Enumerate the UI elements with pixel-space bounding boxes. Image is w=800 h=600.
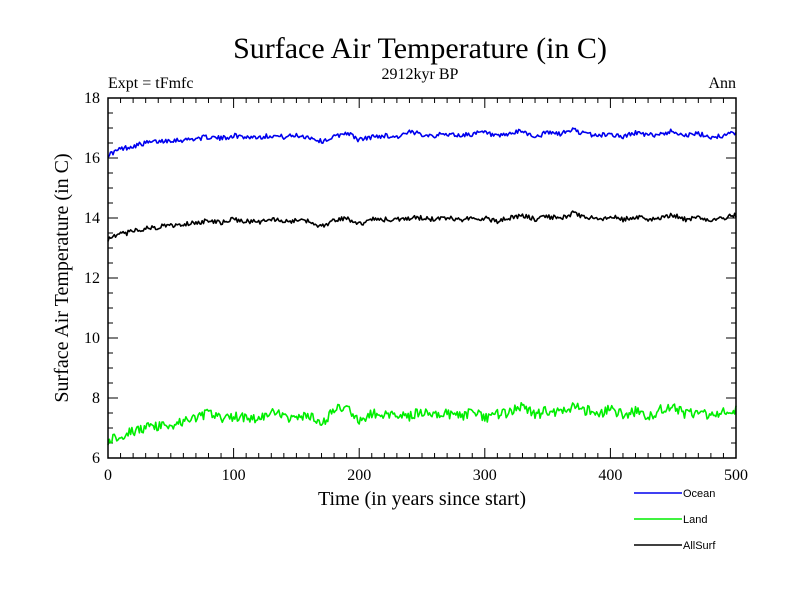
y-tick-label: 14 [84,210,100,227]
y-axis-label: Surface Air Temperature (in C) [51,153,73,402]
x-tick-label: 400 [598,467,622,484]
series-line-land [107,401,737,446]
y-tick-label: 6 [92,450,100,467]
x-tick-label: 100 [222,467,246,484]
y-tick-label: 12 [84,270,100,287]
axis-ticks [107,97,737,459]
legend-label-land: Land [683,514,707,526]
legend: Ocean Land AllSurf [634,488,716,552]
experiment-label: Expt = tFmfc [108,75,193,92]
x-tick-label: 300 [473,467,497,484]
legend-label-allsurf: AllSurf [683,540,716,552]
y-tick-label: 10 [84,330,100,347]
x-axis-label: Time (in years since start) [318,488,526,510]
series-layer [107,127,737,446]
x-tick-labels: 0 100 200 300 400 500 [104,467,748,484]
chart-title: Surface Air Temperature (in C) [233,32,607,65]
x-tick-label: 200 [347,467,371,484]
chart-subtitle: 2912kyr BP [382,66,459,83]
season-label: Ann [708,75,736,92]
y-tick-labels: 6 8 10 12 14 16 18 [84,90,100,467]
y-tick-label: 18 [84,90,100,107]
x-tick-label: 500 [724,467,748,484]
x-tick-label: 0 [104,467,112,484]
plot-frame [107,97,737,459]
legend-label-ocean: Ocean [683,488,715,500]
y-tick-label: 8 [92,390,100,407]
series-line-ocean [107,127,737,158]
y-tick-label: 16 [84,150,100,167]
series-line-allsurf [107,210,737,242]
